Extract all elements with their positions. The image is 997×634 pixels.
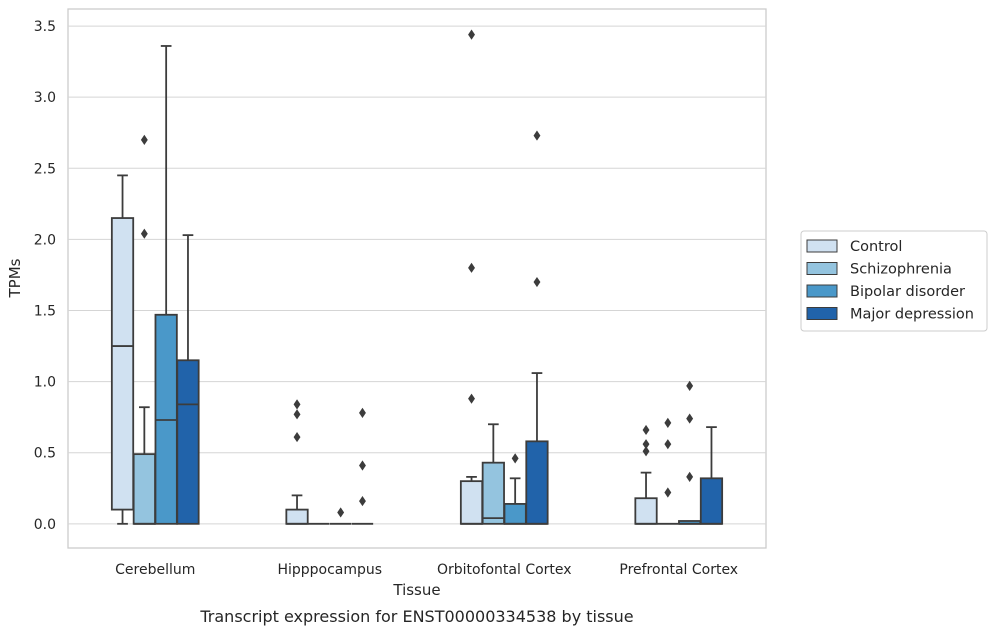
outlier-point: [468, 262, 475, 273]
box-body: [699, 477, 724, 525]
legend-label: Bipolar disorder: [850, 284, 965, 300]
outlier-point: [468, 29, 475, 40]
legend-swatch: [806, 239, 838, 253]
outlier-point: [293, 431, 301, 443]
outlier-point: [293, 399, 301, 410]
box-bipolar-disorder: [329, 507, 352, 525]
outlier-point: [686, 471, 694, 482]
box-group-prefrontal-cortex: [634, 380, 724, 525]
x-tick-label: Orbitofontal Cortex: [437, 562, 572, 578]
x-tick-label: Cerebellum: [115, 562, 195, 578]
outlier-point: [359, 407, 366, 418]
y-tick-label: 2.0: [34, 232, 56, 248]
legend: Control Schizophrenia Bipolar disorder Majo…: [800, 230, 988, 332]
y-tick-label: 2.5: [34, 161, 56, 177]
box-schizophrenia: [657, 417, 679, 525]
y-tick-label: 0.0: [34, 517, 56, 533]
box-body: [285, 508, 309, 525]
outlier-point: [642, 439, 650, 450]
box-body: [176, 359, 200, 525]
y-tick-label: 3.0: [34, 90, 56, 106]
box-body: [481, 461, 505, 525]
box-control: [285, 399, 309, 525]
outlier-point: [686, 413, 694, 424]
outlier-point: [140, 228, 148, 239]
box-major-depression: [351, 407, 374, 525]
box-groups: [110, 29, 724, 525]
outlier-point: [533, 276, 541, 288]
box-control: [634, 424, 658, 525]
x-axis-ticks: Cerebellum Hipppocampus Orbitofontal Corte…: [115, 562, 738, 578]
y-tick-label: 1.0: [34, 375, 56, 391]
outlier-point: [664, 417, 672, 428]
box-group-orbitofontal-cortex: [459, 29, 549, 525]
x-tick-label: Prefrontal Cortex: [619, 562, 738, 578]
outlier-point: [686, 380, 694, 391]
legend-label: Control: [850, 239, 902, 255]
outlier-point: [664, 487, 672, 498]
outlier-point: [140, 134, 148, 145]
outlier-point: [468, 393, 475, 404]
outlier-point: [533, 130, 541, 141]
outlier-point: [359, 460, 366, 471]
y-axis-label: TPMs: [6, 258, 24, 298]
outlier-point: [642, 446, 650, 457]
outlier-point: [511, 453, 519, 464]
y-tick-label: 3.5: [34, 19, 56, 35]
legend-swatch: [806, 307, 838, 320]
box-group-cerebellum: [110, 45, 200, 525]
y-tick-label: 0.5: [34, 446, 56, 462]
box-bipolar-disorder: [154, 45, 178, 525]
box-body: [503, 503, 527, 525]
x-axis-label: Tissue: [392, 581, 440, 599]
outlier-point: [293, 409, 301, 420]
y-axis-ticks: 0.0 0.5 1.0 1.5 2.0 2.5 3.0 3.5: [34, 19, 56, 533]
box-group-hipppocampus: [285, 399, 374, 525]
outlier-point: [664, 439, 672, 450]
y-tick-label: 1.5: [34, 303, 56, 319]
box-major-depression: [176, 234, 200, 525]
box-bipolar-disorder: [503, 453, 527, 525]
box-body: [132, 453, 156, 525]
outlier-point: [337, 507, 345, 518]
box-bipolar-disorder: [678, 380, 702, 525]
box-body: [634, 497, 658, 525]
figure-caption: Transcript expression for ENST0000033453…: [199, 607, 633, 626]
legend-label: Major depression: [850, 307, 974, 323]
legend-label: Schizophrenia: [850, 262, 952, 278]
outlier-point: [642, 424, 650, 436]
box-major-depression: [525, 130, 549, 525]
box-body: [110, 217, 135, 511]
legend-frame: [800, 230, 988, 332]
legend-swatch: [806, 262, 838, 275]
x-tick-label: Hipppocampus: [277, 562, 382, 578]
box-schizophrenia: [481, 423, 505, 525]
box-major-depression: [699, 426, 724, 525]
box-body: [525, 440, 549, 525]
legend-swatch: [806, 284, 838, 298]
box-body: [459, 480, 484, 525]
box-control: [459, 29, 484, 525]
outlier-point: [359, 495, 366, 507]
box-control: [110, 174, 135, 525]
